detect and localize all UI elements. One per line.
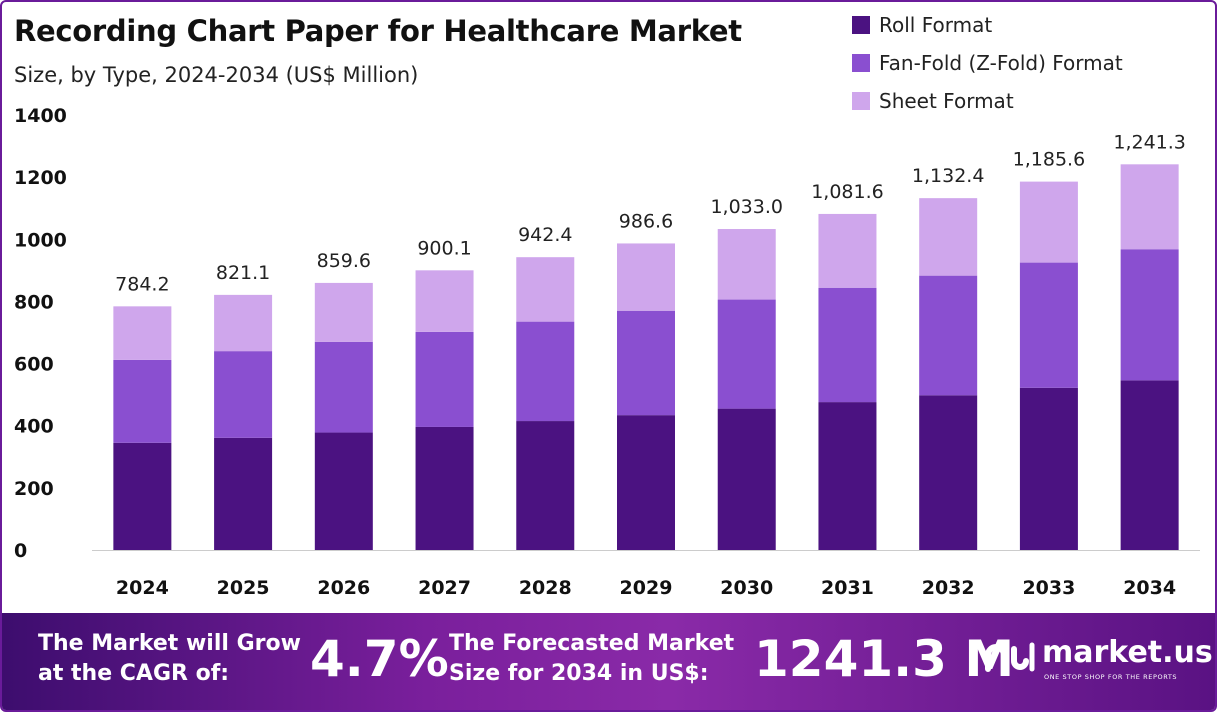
total-label-2034: 1,241.3 xyxy=(1113,131,1186,153)
y-tick-label-400: 400 xyxy=(14,416,54,438)
bar-2030-series-1 xyxy=(717,299,776,409)
stacked-bar-chart: 0 200 400 600 800 1000 1200 1400 784.2 2024 821.1 2… xyxy=(14,105,1200,599)
bar-2028-series-0 xyxy=(516,421,575,550)
total-label-2031: 1,081.6 xyxy=(811,181,884,203)
bar-2027-series-0 xyxy=(415,426,474,550)
cagr-label: The Market will Grow at the CAGR of: xyxy=(38,629,301,689)
bar-2029-series-1 xyxy=(617,310,675,416)
bar-2032-series-0 xyxy=(919,395,978,550)
chart-subtitle: Size, by Type, 2024-2034 (US$ Million) xyxy=(14,63,419,87)
x-tick-label-2029: 2029 xyxy=(620,577,673,599)
bar-2026-series-0 xyxy=(314,432,373,550)
chart-title: Recording Chart Paper for Healthcare Mar… xyxy=(14,14,742,48)
legend-swatch-roll-format xyxy=(852,16,870,34)
cagr-label-line1: The Market will Grow xyxy=(38,631,301,656)
bar-2029-series-0 xyxy=(617,415,675,550)
bar-2030-series-0 xyxy=(717,408,776,550)
total-label-2024: 784.2 xyxy=(115,273,169,295)
y-tick-label-1200: 1200 xyxy=(14,167,67,189)
bar-2026-series-1 xyxy=(314,341,373,433)
bar-2032-series-2 xyxy=(919,198,978,276)
total-label-2026: 859.6 xyxy=(317,250,371,272)
bar-2026-series-2 xyxy=(314,282,373,342)
total-label-2025: 821.1 xyxy=(216,262,270,284)
x-tick-label-2031: 2031 xyxy=(821,577,874,599)
y-tick-label-800: 800 xyxy=(14,291,54,313)
forecast-label-line2: Size for 2034 in US$: xyxy=(449,661,709,686)
cagr-value: 4.7% xyxy=(310,630,449,688)
legend: Roll Format Fan-Fold (Z-Fold) Format She… xyxy=(852,6,1123,120)
brand-tagline: ONE STOP SHOP FOR THE REPORTS xyxy=(1044,673,1178,681)
legend-swatch-sheet-format xyxy=(852,92,870,110)
bar-2027-series-2 xyxy=(415,270,474,332)
legend-label-roll-format: Roll Format xyxy=(879,13,993,37)
bar-2029-series-2 xyxy=(617,243,675,311)
legend-label-fan-fold-format: Fan-Fold (Z-Fold) Format xyxy=(879,51,1123,75)
brand-name: market.us xyxy=(1042,635,1213,670)
total-label-2033: 1,185.6 xyxy=(1013,149,1086,171)
bar-2028-series-2 xyxy=(516,257,575,322)
x-tick-label-2032: 2032 xyxy=(922,577,975,599)
legend-item-roll-format: Roll Format xyxy=(852,6,1123,44)
x-tick-label-2027: 2027 xyxy=(418,577,471,599)
total-label-2030: 1,033.0 xyxy=(710,196,783,218)
total-label-2028: 942.4 xyxy=(518,224,572,246)
bar-2034-series-0 xyxy=(1120,380,1179,550)
y-tick-label-600: 600 xyxy=(14,354,54,376)
x-tick-label-2034: 2034 xyxy=(1123,577,1176,599)
legend-swatch-fan-fold-format xyxy=(852,54,870,72)
market-us-logo-icon xyxy=(985,642,1035,672)
bar-2024-series-1 xyxy=(113,359,172,443)
y-tick-label-0: 0 xyxy=(14,540,27,562)
legend-label-sheet-format: Sheet Format xyxy=(879,89,1014,113)
y-tick-label-1000: 1000 xyxy=(14,229,67,251)
legend-item-fan-fold-format: Fan-Fold (Z-Fold) Format xyxy=(852,44,1123,82)
total-label-2029: 986.6 xyxy=(619,210,673,232)
x-tick-label-2024: 2024 xyxy=(116,577,169,599)
bar-2034-series-1 xyxy=(1120,249,1179,381)
bar-2025-series-1 xyxy=(214,351,273,438)
y-tick-label-1400: 1400 xyxy=(14,105,67,127)
forecast-label-line1: The Forecasted Market xyxy=(449,631,735,656)
footer-banner: The Market will Grow at the CAGR of: 4.7… xyxy=(2,613,1215,710)
bar-2025-series-0 xyxy=(214,437,273,550)
total-label-2032: 1,132.4 xyxy=(912,165,985,187)
bar-2032-series-1 xyxy=(919,275,978,396)
total-label-2027: 900.1 xyxy=(417,237,471,259)
bar-2027-series-1 xyxy=(415,331,474,427)
forecast-value: 1241.3 M xyxy=(754,630,1015,688)
bar-2033-series-1 xyxy=(1019,262,1078,388)
bar-2030-series-2 xyxy=(717,229,776,300)
bar-2033-series-0 xyxy=(1019,387,1078,550)
legend-item-sheet-format: Sheet Format xyxy=(852,82,1123,120)
bar-2033-series-2 xyxy=(1019,181,1078,263)
bar-2024-series-0 xyxy=(113,442,172,550)
bar-2031-series-2 xyxy=(818,213,877,288)
x-tick-label-2028: 2028 xyxy=(519,577,572,599)
x-tick-label-2033: 2033 xyxy=(1022,577,1075,599)
y-tick-label-200: 200 xyxy=(14,478,54,500)
x-tick-label-2026: 2026 xyxy=(317,577,370,599)
x-tick-label-2025: 2025 xyxy=(217,577,270,599)
bar-2028-series-1 xyxy=(516,321,575,422)
bar-2024-series-2 xyxy=(113,306,172,360)
bar-2034-series-2 xyxy=(1120,164,1179,250)
bar-2025-series-2 xyxy=(214,294,273,352)
forecast-label: The Forecasted Market Size for 2034 in U… xyxy=(449,629,734,689)
cagr-label-line2: at the CAGR of: xyxy=(38,661,230,686)
bar-2031-series-1 xyxy=(818,287,877,403)
x-tick-label-2030: 2030 xyxy=(720,577,773,599)
bar-2031-series-0 xyxy=(818,402,877,550)
